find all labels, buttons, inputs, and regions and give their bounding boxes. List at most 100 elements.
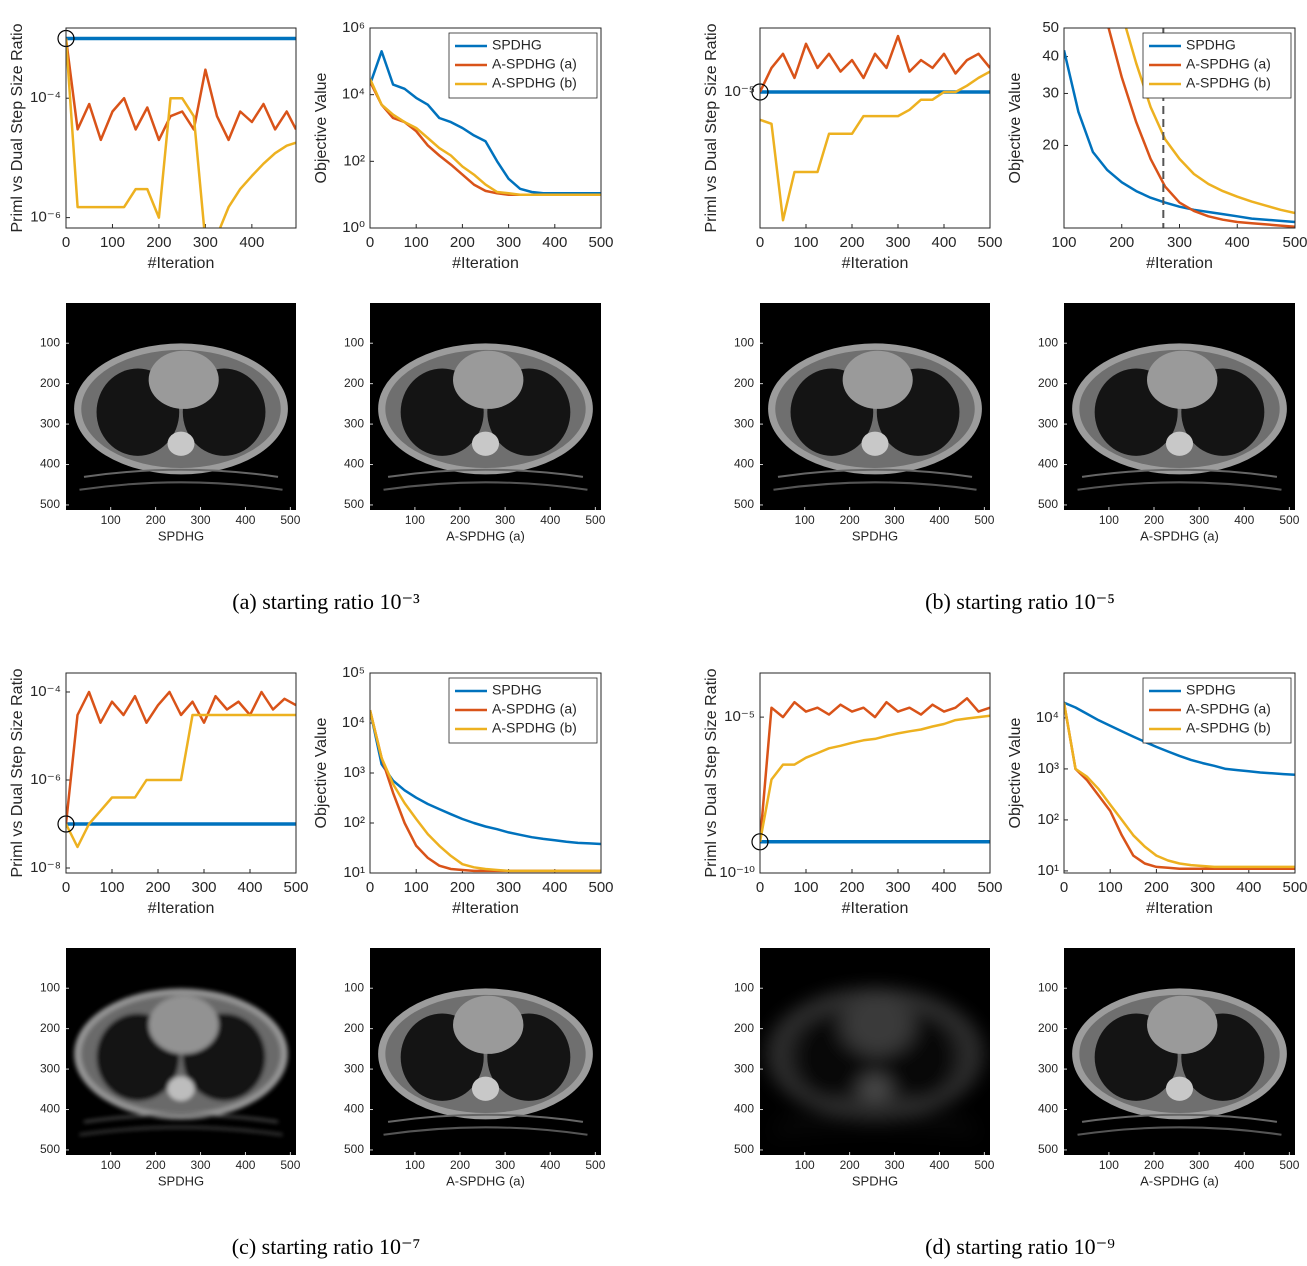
x-tick-label: 400	[237, 879, 262, 896]
x-tick-label: 400	[542, 879, 567, 896]
x-tick-label: 300	[1190, 879, 1215, 896]
y-tick-label: 10⁻¹⁰	[719, 864, 755, 881]
x-tick-label: 200	[839, 879, 864, 896]
x-tick-label: 0	[62, 879, 70, 896]
series-line	[1064, 701, 1295, 776]
plot-area	[760, 28, 990, 228]
legend-label: A-SPDHG (a)	[1186, 56, 1271, 72]
image-shape	[773, 481, 977, 491]
x-tick-label: 500	[588, 234, 613, 251]
image-shape	[471, 431, 500, 456]
legend-label: A-SPDHG (b)	[492, 75, 577, 91]
y-tick-label: 200	[1038, 376, 1058, 390]
caption: (a) starting ratio 10⁻³	[232, 589, 420, 614]
y-tick-label: 100	[344, 980, 364, 994]
x-axis-label: #Iteration	[842, 255, 909, 272]
y-tick-label: 400	[344, 457, 364, 471]
x-tick-label: 100	[99, 879, 124, 896]
x-axis-label: #Iteration	[452, 900, 519, 917]
y-tick-label: 100	[40, 980, 60, 994]
x-tick-label: 200	[145, 879, 170, 896]
x-tick-label: 200	[1144, 1158, 1164, 1172]
x-axis-label: A-SPDHG (a)	[446, 1173, 525, 1188]
x-axis-label: #Iteration	[148, 900, 215, 917]
y-tick-label: 100	[40, 335, 60, 349]
y-axis-label: Priml vs Dual Step Size Ratio	[703, 668, 720, 877]
y-tick-label: 10¹	[1037, 862, 1059, 879]
series-line	[66, 38, 296, 228]
caption: (d) starting ratio 10⁻⁹	[925, 1234, 1115, 1259]
x-tick-label: 400	[1234, 513, 1254, 527]
x-tick-label: 300	[496, 879, 521, 896]
x-tick-label: 100	[100, 234, 125, 251]
axes-frame	[369, 27, 602, 229]
x-axis-label: A-SPDHG (a)	[1140, 528, 1219, 543]
y-axis-label: Objective Value	[1007, 72, 1024, 183]
image-shape	[79, 1126, 283, 1136]
x-tick-label: 100	[793, 234, 818, 251]
image-shape	[861, 431, 889, 456]
x-axis-label: A-SPDHG (a)	[1140, 1173, 1219, 1188]
x-tick-label: 300	[191, 1158, 211, 1172]
legend-label: A-SPDHG (b)	[1186, 75, 1271, 91]
x-tick-label: 200	[839, 234, 864, 251]
x-tick-label: 400	[929, 513, 949, 527]
axes-frame	[65, 27, 297, 229]
x-tick-label: 400	[1234, 1158, 1254, 1172]
legend-label: A-SPDHG (a)	[492, 701, 577, 717]
image-shape	[453, 350, 524, 409]
x-tick-label: 200	[1109, 234, 1134, 251]
y-tick-label: 500	[1038, 497, 1058, 511]
x-tick-label: 300	[885, 513, 905, 527]
y-tick-label: 100	[1038, 335, 1058, 349]
ct-image	[768, 988, 982, 1136]
y-tick-label: 400	[40, 1102, 60, 1116]
legend-label: A-SPDHG (b)	[492, 720, 577, 736]
legend-label: SPDHG	[492, 37, 542, 53]
x-tick-label: 100	[101, 1158, 121, 1172]
legend-label: A-SPDHG (a)	[1186, 701, 1271, 717]
y-tick-label: 30	[1042, 84, 1059, 101]
x-tick-label: 200	[450, 1158, 470, 1172]
x-tick-label: 500	[977, 879, 1002, 896]
x-tick-label: 100	[405, 513, 425, 527]
x-tick-label: 400	[542, 234, 567, 251]
y-tick-label: 300	[1038, 1061, 1058, 1075]
y-axis-label: Objective Value	[1007, 717, 1024, 828]
y-tick-label: 10²	[1037, 811, 1059, 828]
x-tick-label: 200	[450, 879, 475, 896]
x-tick-label: 200	[146, 234, 171, 251]
series-line	[760, 714, 990, 843]
ct-image	[1072, 343, 1287, 491]
image-shape	[148, 995, 219, 1054]
y-tick-label: 10⁴	[1036, 709, 1059, 726]
image-shape	[387, 468, 584, 478]
x-tick-label: 300	[885, 234, 910, 251]
x-axis-label: SPDHG	[158, 1173, 204, 1188]
y-tick-label: 300	[40, 1061, 60, 1075]
series-line	[370, 78, 601, 196]
axes-frame	[759, 672, 991, 874]
y-tick-label: 500	[734, 497, 754, 511]
ct-image	[74, 343, 288, 491]
x-tick-label: 300	[495, 1158, 515, 1172]
legend-box	[1142, 32, 1292, 99]
image-shape	[1077, 481, 1282, 491]
y-tick-label: 40	[1042, 48, 1059, 65]
image-shape	[1081, 1113, 1278, 1123]
y-tick-label: 10⁴	[342, 714, 365, 731]
x-axis-label: #Iteration	[452, 255, 519, 272]
y-tick-label: 200	[734, 376, 754, 390]
y-tick-label: 400	[1038, 1102, 1058, 1116]
y-tick-label: 400	[344, 1102, 364, 1116]
image-shape	[148, 350, 219, 409]
y-tick-label: 300	[344, 1061, 364, 1075]
x-axis-label: #Iteration	[842, 900, 909, 917]
caption: (c) starting ratio 10⁻⁷	[232, 1234, 421, 1259]
x-tick-label: 100	[795, 1158, 815, 1172]
y-axis-label: Priml vs Dual Step Size Ratio	[703, 23, 720, 232]
x-tick-label: 100	[1051, 234, 1076, 251]
series-group	[370, 709, 601, 873]
x-tick-label: 500	[283, 879, 308, 896]
